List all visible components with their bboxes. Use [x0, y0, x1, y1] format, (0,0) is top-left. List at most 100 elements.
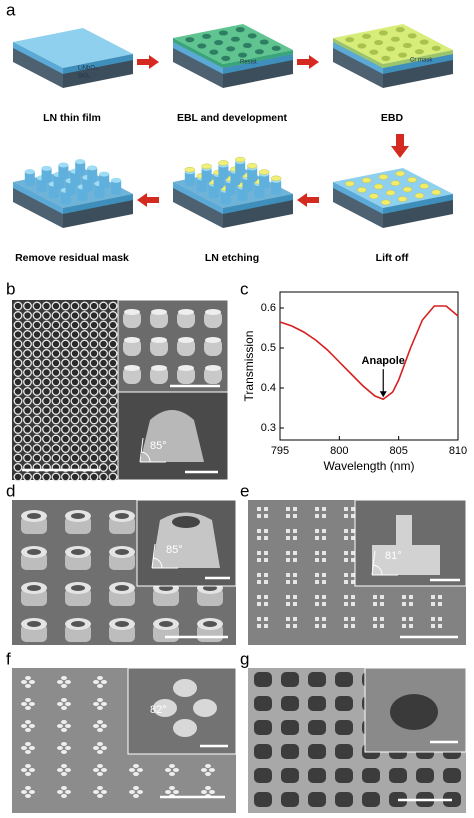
- cross-arm: [380, 617, 384, 621]
- hole: [414, 49, 424, 55]
- pillar-base: [225, 190, 236, 196]
- ring: [108, 387, 118, 396]
- ring: [89, 387, 99, 396]
- ring: [23, 472, 32, 482]
- ring: [70, 320, 80, 330]
- hole: [254, 696, 272, 711]
- hole: [395, 27, 405, 33]
- pillar: [111, 180, 122, 193]
- data-line: [279, 305, 459, 401]
- ring: [80, 320, 89, 330]
- ring: [61, 425, 70, 434]
- hole: [254, 792, 272, 807]
- cross-arm: [264, 580, 268, 584]
- disc: [397, 196, 408, 202]
- cross-arm: [344, 507, 348, 511]
- ring: [108, 320, 118, 330]
- ring: [13, 425, 23, 434]
- petal: [97, 684, 103, 688]
- ring: [89, 406, 99, 415]
- ring: [51, 368, 61, 377]
- pillar-base: [259, 183, 270, 189]
- pillar: [82, 177, 93, 190]
- ring: [99, 368, 108, 377]
- y-tick-label: 0.4: [261, 382, 276, 394]
- pillar: [140, 410, 204, 462]
- pillar-top: [205, 337, 221, 343]
- ring: [70, 311, 80, 320]
- y-tick-label: 0.5: [261, 342, 276, 354]
- ring: [61, 387, 70, 396]
- cross-arm: [351, 624, 355, 628]
- petal: [93, 680, 99, 684]
- cross-arm: [322, 602, 326, 606]
- ring: [99, 339, 108, 349]
- hole: [416, 768, 434, 783]
- petal: [57, 768, 63, 772]
- step-label: EBL and development: [177, 112, 288, 124]
- petal: [97, 772, 103, 776]
- petal: [61, 742, 67, 746]
- petal: [25, 684, 31, 688]
- cross-arm: [264, 536, 268, 540]
- ring: [13, 415, 23, 425]
- ln-layer: [333, 182, 383, 214]
- cross-arm: [380, 602, 384, 606]
- petal: [193, 699, 217, 717]
- ring: [32, 396, 42, 406]
- ring: [89, 311, 99, 320]
- ring: [51, 444, 61, 453]
- pillar-base: [58, 174, 69, 180]
- petal: [205, 764, 211, 768]
- pillar-top: [99, 171, 110, 177]
- ring: [51, 358, 61, 368]
- pillar-hole: [27, 513, 41, 519]
- ring: [51, 320, 61, 330]
- ring: [23, 358, 32, 368]
- petal: [201, 768, 207, 772]
- hole: [281, 672, 299, 687]
- pillar: [271, 180, 282, 193]
- top-face: [173, 24, 293, 64]
- cross-arm: [315, 558, 319, 562]
- petal: [101, 680, 107, 684]
- hole: [386, 46, 396, 52]
- ring: [32, 330, 42, 339]
- cross-arm: [315, 580, 319, 584]
- ring: [61, 415, 70, 425]
- disc: [431, 189, 441, 196]
- layer-label: LiNbO₃: [78, 66, 98, 72]
- ring: [51, 387, 61, 396]
- pillar-top: [111, 177, 122, 183]
- cross-arm: [409, 624, 413, 628]
- ring: [80, 349, 89, 358]
- cross-arm: [286, 558, 290, 562]
- pillar-base: [36, 187, 47, 193]
- petal: [65, 702, 71, 706]
- pillar-hole: [115, 585, 129, 591]
- cross-arm: [351, 558, 355, 562]
- hole: [443, 768, 461, 783]
- ring: [80, 415, 89, 425]
- mask-cap: [270, 175, 282, 182]
- pillar-top: [151, 309, 167, 315]
- ring: [42, 330, 51, 339]
- panel-label: g: [240, 649, 249, 668]
- cross-arm: [322, 624, 326, 628]
- ring: [23, 415, 32, 425]
- pillar: [204, 366, 222, 384]
- ln-layer: [173, 182, 223, 214]
- ring: [89, 425, 99, 434]
- petal: [97, 728, 103, 732]
- petal: [29, 724, 35, 728]
- cross-arm: [286, 595, 290, 599]
- ring: [61, 444, 70, 453]
- cross-arm: [315, 551, 319, 555]
- cross-arm: [264, 529, 268, 533]
- pillar-base: [65, 190, 76, 196]
- ring: [80, 330, 89, 339]
- petal: [57, 702, 63, 706]
- cross-arm: [344, 573, 348, 577]
- petal: [61, 764, 67, 768]
